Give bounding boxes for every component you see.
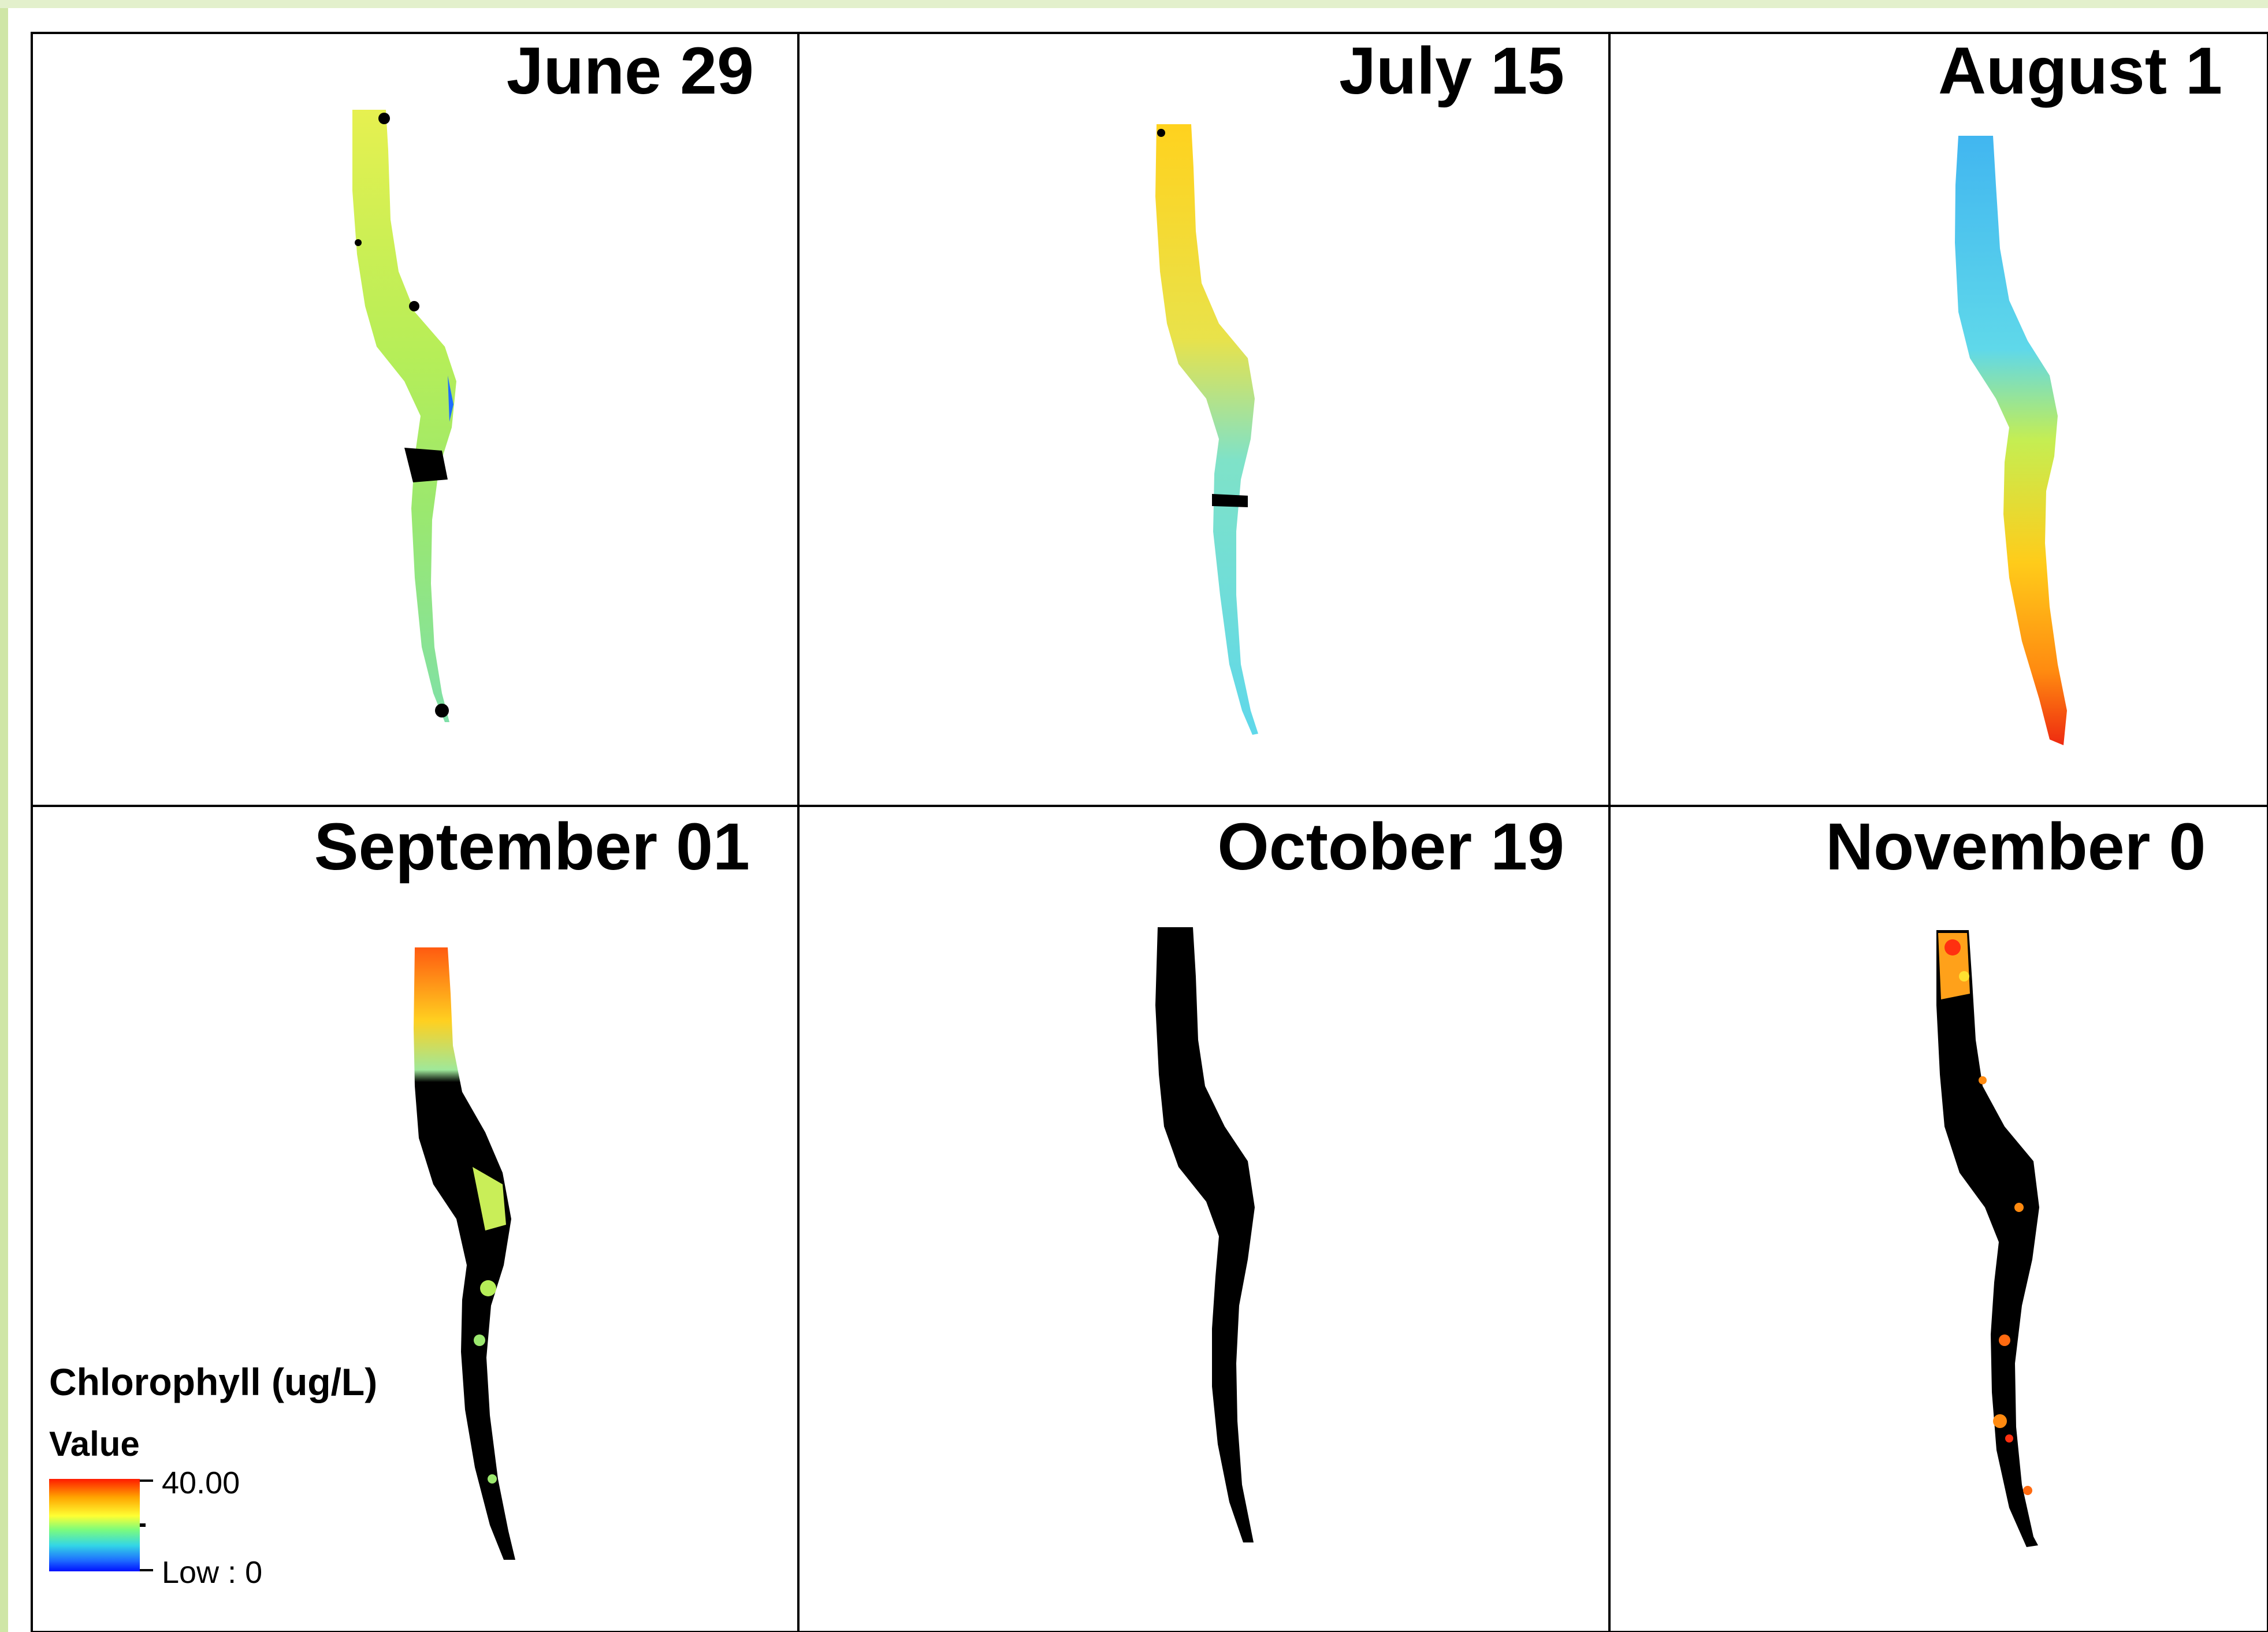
lake-raster-september	[414, 947, 515, 1560]
panel-title-july: July 15	[1339, 34, 1564, 108]
panel-title-november: November 0	[1825, 810, 2206, 884]
panel-title-september: September 01	[314, 810, 750, 884]
panel-title-august: August 1	[1938, 34, 2222, 108]
panel-title-october: October 19	[1217, 810, 1564, 884]
legend-low-label: Low : 0	[162, 1555, 262, 1590]
legend: Chlorophyll (ug/L) Value 40.00 Low : 0	[49, 1360, 377, 1590]
left-border-strip	[0, 0, 8, 1632]
lake-raster-november	[1936, 930, 2039, 1547]
lake-raster-june	[352, 110, 456, 722]
legend-subtitle: Value	[49, 1425, 140, 1463]
lake-raster-july	[1155, 124, 1258, 735]
legend-high-label: 40.00	[162, 1466, 240, 1500]
panel-grid	[31, 32, 2268, 1632]
lake-raster-october	[1155, 927, 1255, 1542]
top-border-strip	[0, 0, 2268, 8]
legend-title: Chlorophyll (ug/L)	[49, 1360, 377, 1403]
panel-title-june: June 29	[507, 34, 754, 108]
legend-color-ramp	[49, 1479, 140, 1571]
lake-raster-august	[1955, 136, 2067, 745]
